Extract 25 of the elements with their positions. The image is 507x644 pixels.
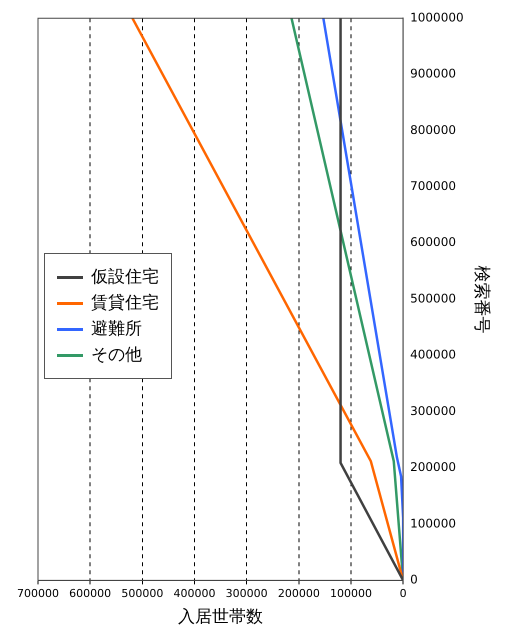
legend-label: その他: [91, 344, 142, 367]
y-tick-label: 700000: [410, 178, 456, 193]
y-axis-title: 検索番号: [471, 265, 492, 334]
x-tick-label: 400000: [173, 586, 216, 600]
y-tick-label: 0: [410, 572, 418, 587]
y-tick-label: 900000: [410, 66, 456, 81]
x-tick-label: 600000: [69, 586, 112, 600]
legend-label: 仮設住宅: [91, 266, 159, 289]
x-tick-label: 100000: [330, 586, 372, 600]
x-tick-label: 700000: [17, 586, 59, 600]
y-tick-label: 100000: [410, 516, 456, 530]
y-tick-label: 800000: [410, 122, 456, 137]
legend-label: 避難所: [91, 318, 142, 341]
y-tick-label: 300000: [410, 404, 456, 418]
y-tick-label: 500000: [410, 291, 456, 306]
legend-label: 賃貸住宅: [91, 292, 159, 315]
y-tick-label: 400000: [410, 348, 456, 362]
y-tick-label: 1000000: [410, 10, 464, 24]
x-tick-label: 500000: [121, 586, 164, 600]
x-tick-label: 300000: [226, 586, 268, 600]
x-tick-label: 200000: [278, 586, 320, 600]
x-tick-label: 0: [400, 586, 407, 600]
y-tick-label: 600000: [410, 235, 456, 250]
y-tick-label: 200000: [410, 460, 456, 474]
x-axis-title: 入居世帯数: [178, 607, 264, 628]
